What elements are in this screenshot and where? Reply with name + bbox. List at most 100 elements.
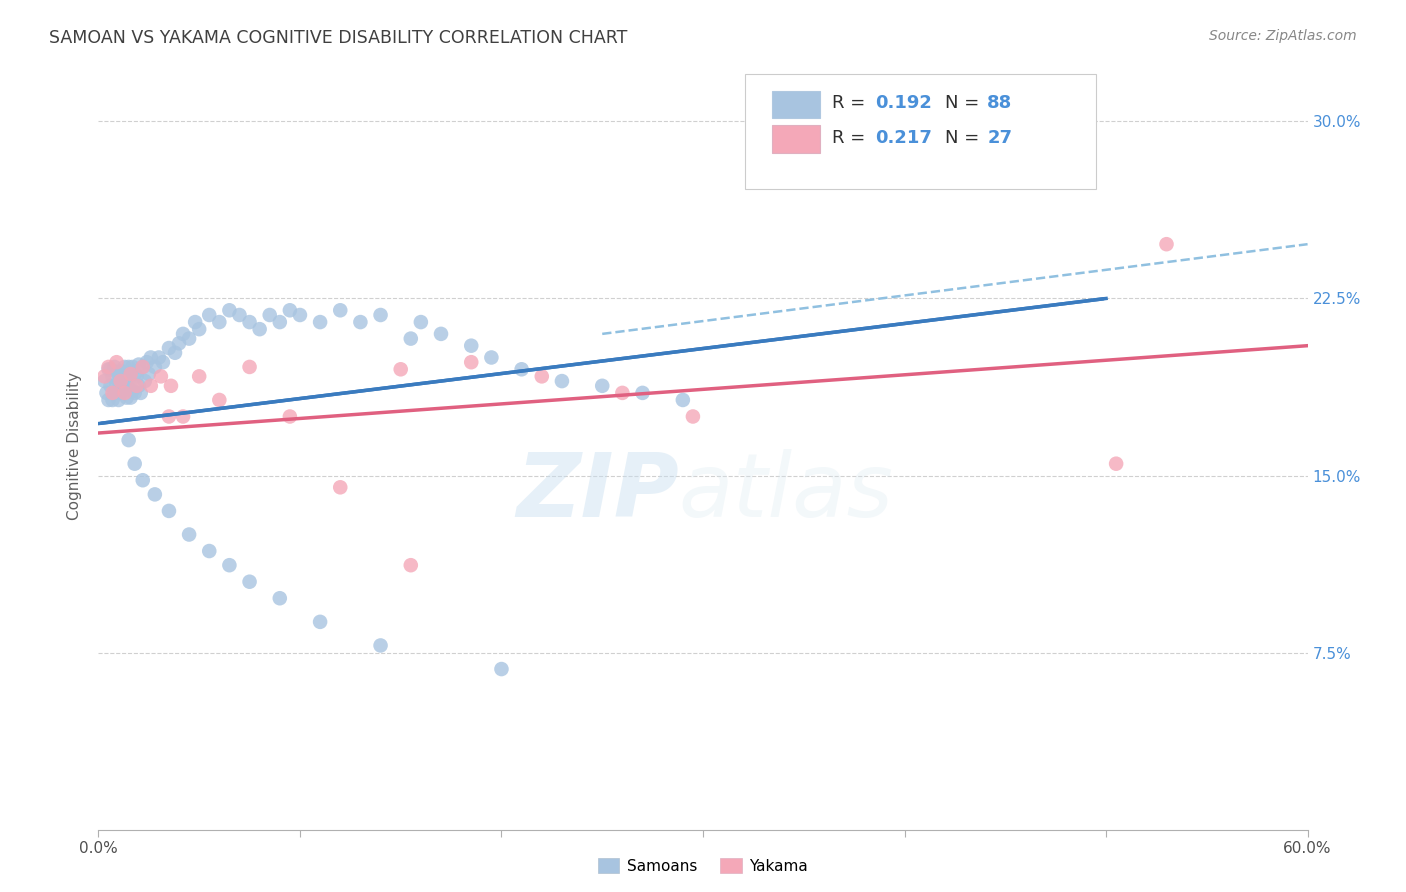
Point bbox=[163, 345, 186, 359]
Text: ZIP: ZIP bbox=[516, 449, 679, 535]
Point bbox=[148, 351, 170, 365]
Text: R =: R = bbox=[832, 94, 872, 112]
Point bbox=[118, 359, 141, 374]
Point bbox=[143, 359, 166, 374]
Point bbox=[239, 574, 262, 589]
Point bbox=[125, 379, 148, 393]
Point bbox=[329, 480, 352, 494]
Point bbox=[491, 662, 513, 676]
FancyBboxPatch shape bbox=[745, 74, 1097, 189]
Point bbox=[349, 315, 371, 329]
Point bbox=[309, 315, 332, 329]
Point bbox=[134, 374, 156, 388]
Point bbox=[100, 379, 122, 393]
Point bbox=[103, 385, 125, 400]
Point bbox=[101, 369, 124, 384]
Point bbox=[96, 385, 118, 400]
Text: Source: ZipAtlas.com: Source: ZipAtlas.com bbox=[1209, 29, 1357, 43]
Point bbox=[239, 359, 262, 374]
Point bbox=[97, 392, 120, 407]
Point bbox=[399, 332, 422, 346]
Y-axis label: Cognitive Disability: Cognitive Disability bbox=[67, 372, 83, 520]
Legend: Samoans, Yakama: Samoans, Yakama bbox=[592, 852, 814, 880]
Point bbox=[110, 385, 132, 400]
Point bbox=[208, 392, 231, 407]
Point bbox=[149, 369, 172, 384]
Point bbox=[100, 362, 122, 376]
Point bbox=[125, 369, 148, 384]
Point bbox=[510, 362, 533, 376]
Point bbox=[120, 367, 142, 381]
Point bbox=[124, 385, 146, 400]
Point bbox=[1156, 237, 1178, 252]
Point bbox=[309, 615, 332, 629]
Point bbox=[135, 355, 157, 369]
Point bbox=[591, 379, 613, 393]
Point bbox=[110, 369, 132, 384]
Point bbox=[167, 336, 190, 351]
Point bbox=[114, 385, 136, 400]
Point bbox=[121, 359, 143, 374]
Point bbox=[288, 308, 311, 322]
Point bbox=[399, 558, 422, 573]
Point bbox=[157, 504, 180, 518]
Point bbox=[481, 351, 503, 365]
Point bbox=[110, 374, 132, 388]
Point bbox=[114, 376, 136, 391]
Point bbox=[121, 384, 143, 398]
Point bbox=[157, 341, 180, 355]
Text: 0.217: 0.217 bbox=[875, 128, 932, 146]
Point bbox=[752, 126, 775, 140]
Point bbox=[132, 359, 155, 374]
Point bbox=[107, 374, 129, 388]
Point bbox=[128, 379, 150, 393]
Point bbox=[370, 308, 392, 322]
Point bbox=[139, 379, 162, 393]
Point bbox=[138, 367, 160, 381]
Point bbox=[208, 315, 231, 329]
Point bbox=[269, 315, 291, 329]
Point bbox=[430, 326, 453, 341]
Point bbox=[631, 385, 654, 400]
Point bbox=[118, 433, 141, 447]
Point bbox=[97, 359, 120, 374]
Point bbox=[278, 303, 301, 318]
Point bbox=[672, 392, 695, 407]
Point bbox=[101, 392, 124, 407]
Point bbox=[218, 558, 240, 573]
Point bbox=[107, 392, 129, 407]
Text: SAMOAN VS YAKAMA COGNITIVE DISABILITY CORRELATION CHART: SAMOAN VS YAKAMA COGNITIVE DISABILITY CO… bbox=[49, 29, 627, 46]
Point bbox=[188, 369, 211, 384]
Point bbox=[239, 315, 262, 329]
Text: 0.192: 0.192 bbox=[875, 94, 932, 112]
FancyBboxPatch shape bbox=[772, 126, 820, 153]
Point bbox=[93, 374, 115, 388]
Text: 27: 27 bbox=[987, 128, 1012, 146]
Point bbox=[813, 150, 835, 164]
Text: N =: N = bbox=[945, 128, 984, 146]
Point bbox=[129, 385, 152, 400]
Point bbox=[370, 639, 392, 653]
Point bbox=[530, 369, 553, 384]
Text: atlas: atlas bbox=[679, 449, 894, 535]
Point bbox=[172, 409, 194, 424]
Point bbox=[152, 355, 174, 369]
Point bbox=[1105, 457, 1128, 471]
Point bbox=[682, 409, 704, 424]
Point bbox=[409, 315, 432, 329]
Point bbox=[218, 303, 240, 318]
Point bbox=[172, 326, 194, 341]
Point bbox=[179, 527, 201, 541]
Text: R =: R = bbox=[832, 128, 872, 146]
Point bbox=[249, 322, 271, 336]
Point bbox=[157, 409, 180, 424]
Point bbox=[460, 355, 482, 369]
Point bbox=[115, 391, 138, 405]
Point bbox=[278, 409, 301, 424]
Text: 88: 88 bbox=[987, 94, 1012, 112]
Point bbox=[160, 379, 183, 393]
Point bbox=[111, 384, 134, 398]
Point bbox=[188, 322, 211, 336]
Point bbox=[132, 473, 155, 487]
Point bbox=[114, 359, 136, 374]
